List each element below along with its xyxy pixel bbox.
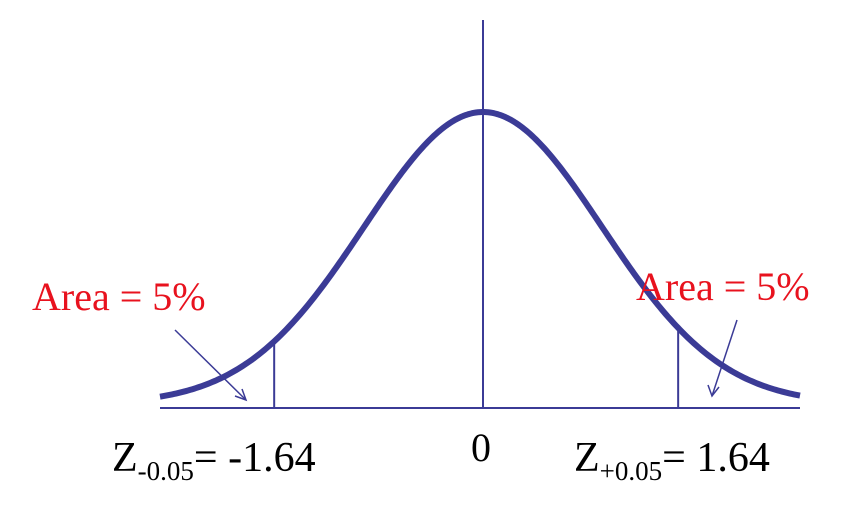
- left-z-base: Z: [112, 435, 138, 481]
- left-area-label: Area = 5%: [32, 274, 206, 319]
- right-z-value: = 1.64: [662, 435, 770, 481]
- bell-curve: [159, 109, 801, 400]
- right-area-arrow: [707, 319, 738, 398]
- right-z-subscript: +0.05: [599, 456, 663, 486]
- left-area-arrow: [174, 329, 248, 402]
- right-z-base: Z: [574, 435, 600, 481]
- center-zero-label: 0: [471, 425, 491, 470]
- left-z-subscript: -0.05: [137, 456, 194, 486]
- right-area-label: Area = 5%: [636, 264, 810, 309]
- left-z-value: = -1.64: [193, 435, 316, 481]
- right-z-label: Z+0.05= 1.64: [574, 434, 770, 487]
- left-z-label: Z-0.05= -1.64: [112, 434, 316, 487]
